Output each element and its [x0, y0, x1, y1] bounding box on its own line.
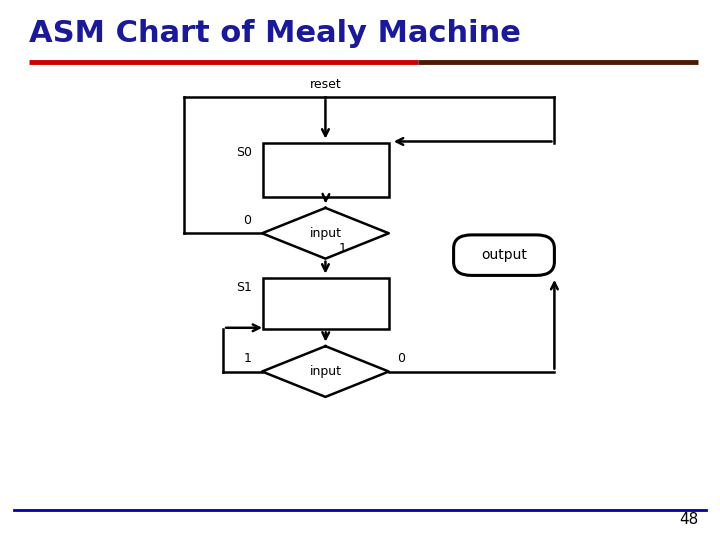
Text: 48: 48 — [679, 511, 698, 526]
Text: reset: reset — [310, 78, 341, 91]
Bar — [263, 278, 389, 329]
Text: output: output — [481, 248, 527, 262]
Text: S1: S1 — [236, 281, 252, 294]
Bar — [263, 143, 389, 197]
Text: input: input — [310, 365, 341, 378]
Text: 0: 0 — [397, 352, 405, 365]
Text: 0: 0 — [243, 214, 251, 227]
Text: input: input — [310, 227, 341, 240]
Text: ASM Chart of Mealy Machine: ASM Chart of Mealy Machine — [29, 19, 521, 48]
Text: 1: 1 — [338, 242, 346, 255]
Text: 1: 1 — [243, 352, 251, 365]
Text: S0: S0 — [236, 146, 252, 159]
